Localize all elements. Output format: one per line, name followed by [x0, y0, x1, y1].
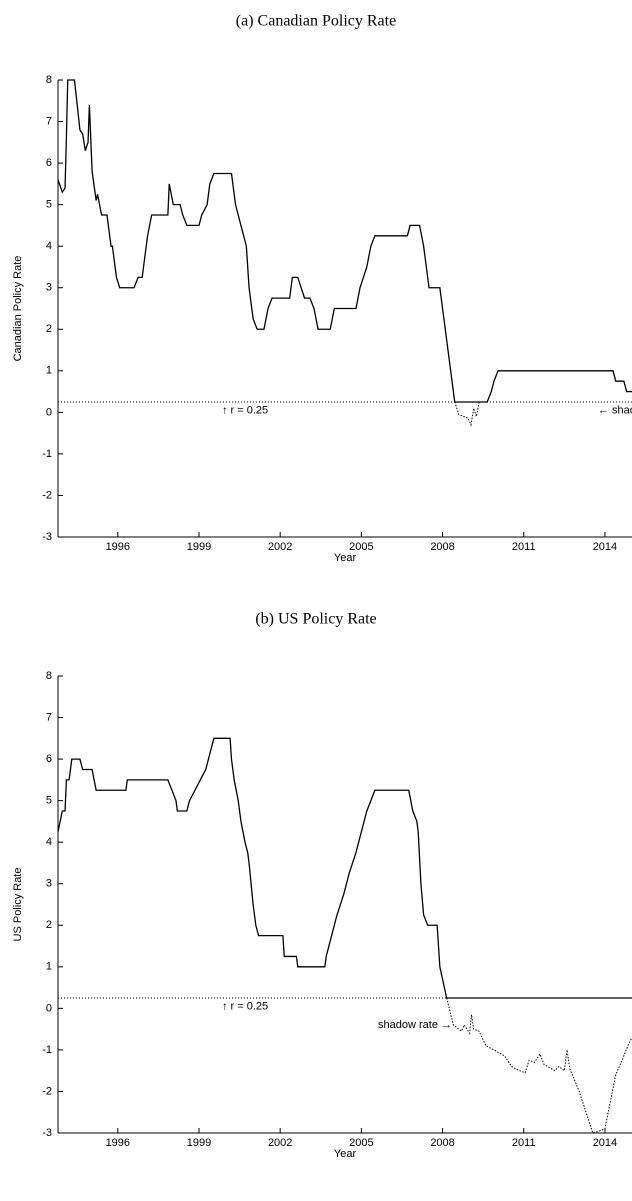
- y-tick-label: 3: [46, 878, 52, 890]
- y-tick-label: -1: [42, 448, 52, 460]
- y-tick-label: 6: [46, 753, 52, 765]
- annotation: ↑ r = 0.25: [222, 404, 268, 416]
- x-axis-label: Year: [334, 1148, 357, 1160]
- y-tick-label: 1: [46, 365, 52, 377]
- x-tick-label: 2002: [268, 541, 292, 553]
- y-tick-label: 5: [46, 795, 52, 807]
- x-tick-label: 2002: [268, 1137, 292, 1149]
- y-tick-label: 7: [46, 115, 52, 127]
- y-tick-label: 1: [46, 961, 52, 973]
- y-tick-label: 7: [46, 711, 52, 723]
- annotation: shadow rate →: [378, 1019, 452, 1031]
- y-axis-label: Canadian Policy Rate: [12, 256, 24, 362]
- chart-title: (a) Canadian Policy Rate: [236, 13, 396, 30]
- y-tick-label: -2: [42, 489, 52, 501]
- y-tick-label: -2: [42, 1085, 52, 1097]
- y-tick-label: 6: [46, 157, 52, 169]
- y-tick-label: -1: [42, 1044, 52, 1056]
- y-tick-label: 8: [46, 74, 52, 86]
- x-tick-label: 2011: [512, 541, 536, 553]
- y-tick-label: 4: [46, 836, 52, 848]
- x-tick-label: 2005: [349, 541, 373, 553]
- x-tick-label: 2014: [593, 541, 617, 553]
- x-tick-label: 1999: [187, 1137, 211, 1149]
- y-tick-label: 4: [46, 240, 52, 252]
- annotation: ↑ r = 0.25: [222, 1000, 268, 1012]
- y-tick-label: 8: [46, 670, 52, 682]
- x-tick-label: 2011: [512, 1137, 536, 1149]
- y-tick-label: -3: [42, 531, 52, 543]
- data-line: [454, 401, 480, 427]
- x-tick-label: 2014: [593, 1137, 617, 1149]
- x-tick-label: 1999: [187, 541, 211, 553]
- x-tick-label: 2008: [430, 541, 454, 553]
- data-line: [446, 997, 632, 1134]
- chart-title: (b) US Policy Rate: [255, 611, 376, 628]
- y-tick-label: 2: [46, 323, 52, 335]
- y-tick-label: 0: [46, 406, 52, 418]
- x-tick-label: 1996: [106, 541, 130, 553]
- annotation: ← shadow rate: [598, 404, 632, 416]
- x-axis-label: Year: [334, 552, 357, 564]
- y-axis-label: US Policy Rate: [12, 868, 24, 942]
- y-tick-label: 2: [46, 919, 52, 931]
- y-tick-label: 5: [46, 199, 52, 211]
- y-tick-label: 0: [46, 1002, 52, 1014]
- data-line: [57, 737, 632, 999]
- x-tick-label: 1996: [106, 1137, 130, 1149]
- x-tick-label: 2008: [430, 1137, 454, 1149]
- x-tick-label: 2005: [349, 1137, 373, 1149]
- y-tick-label: -3: [42, 1127, 52, 1139]
- data-line: [57, 79, 632, 403]
- y-tick-label: 3: [46, 282, 52, 294]
